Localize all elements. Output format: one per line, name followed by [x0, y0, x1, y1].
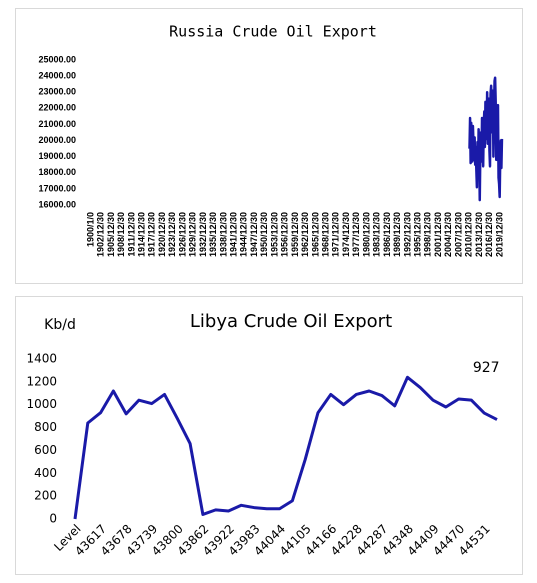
x-tick-label: 2004/12/30 [443, 212, 453, 257]
x-tick-label: 1962/12/30 [300, 212, 310, 257]
x-tick-label: 2013/12/30 [474, 212, 484, 257]
y-axis-label: Kb/d [44, 317, 76, 333]
x-tick-label: 1959/12/30 [290, 212, 300, 257]
x-tick-label: 1905/12/30 [106, 212, 116, 257]
y-tick-label: 19000.00 [38, 151, 76, 161]
x-tick-label: 1986/12/30 [382, 212, 392, 257]
x-tick-label: 1983/12/30 [372, 212, 382, 257]
x-tick-label: 1917/12/30 [147, 212, 157, 257]
y-tick-label: 1000 [26, 397, 57, 411]
x-tick-label: 1926/12/30 [177, 212, 187, 257]
x-tick-label: 1920/12/30 [157, 212, 167, 257]
x-tick-label: 1995/12/30 [412, 212, 422, 257]
x-tick-label: 1956/12/30 [280, 212, 290, 257]
y-tick-label: 400 [34, 466, 57, 480]
x-tick-label: 1902/12/30 [96, 212, 106, 257]
x-tick-label: 2019/12/30 [494, 212, 504, 257]
x-tick-label: 1935/12/30 [208, 212, 218, 257]
y-tick-label: 24000.00 [38, 70, 76, 80]
x-tick-label: 1974/12/30 [341, 212, 351, 257]
y-tick-label: 18000.00 [38, 167, 76, 177]
x-tick-label: 2010/12/30 [464, 212, 474, 257]
x-tick-label: 1900/1/0 [85, 212, 95, 247]
x-tick-label: 2007/12/30 [453, 212, 463, 257]
x-tick-label: 1911/12/30 [126, 212, 136, 257]
y-tick-label: 1200 [26, 374, 57, 388]
y-tick-label: 16000.00 [38, 199, 76, 209]
x-tick-label: 1971/12/30 [331, 212, 341, 257]
x-tick-label: 1908/12/30 [116, 212, 126, 257]
x-tick-label: 1914/12/30 [136, 212, 146, 257]
x-tick-label: 1965/12/30 [310, 212, 320, 257]
data-label: 927 [473, 360, 500, 376]
chart-frame [15, 296, 523, 575]
x-tick-label: 1977/12/30 [351, 212, 361, 257]
x-tick-label: 1953/12/30 [269, 212, 279, 257]
y-tick-label: 0 [49, 512, 57, 526]
x-tick-label: 1968/12/30 [320, 212, 330, 257]
x-tick-label: 1938/12/30 [218, 212, 228, 257]
chart-frame [15, 8, 523, 284]
x-tick-label: 1950/12/30 [259, 212, 269, 257]
x-tick-label: 1989/12/30 [392, 212, 402, 257]
y-tick-label: 200 [34, 489, 57, 503]
x-tick-label: 1992/12/30 [402, 212, 412, 257]
x-tick-label: 1947/12/30 [249, 212, 259, 257]
x-tick-label: 1980/12/30 [361, 212, 371, 257]
x-tick-label: 2001/12/30 [433, 212, 443, 257]
y-tick-label: 23000.00 [38, 87, 76, 97]
x-tick-label: 1929/12/30 [188, 212, 198, 257]
y-tick-label: 800 [34, 420, 57, 434]
x-tick-label: 1923/12/30 [167, 212, 177, 257]
y-tick-label: 22000.00 [38, 103, 76, 113]
x-tick-label: 1941/12/30 [228, 212, 238, 257]
y-tick-label: 1400 [26, 352, 57, 366]
y-tick-label: 25000.00 [38, 54, 76, 64]
chart-title: Russia Crude Oil Export [169, 23, 377, 41]
data-line [73, 375, 498, 520]
x-tick-label: 1944/12/30 [239, 212, 249, 257]
x-tick-label: 1998/12/30 [423, 212, 433, 257]
y-tick-label: 600 [34, 443, 57, 457]
y-tick-label: 17000.00 [38, 183, 76, 193]
y-tick-label: 20000.00 [38, 135, 76, 145]
y-tick-label: 21000.00 [38, 119, 76, 129]
x-tick-label: 2016/12/30 [484, 212, 494, 257]
x-tick-label: 1932/12/30 [198, 212, 208, 257]
chart-title: Libya Crude Oil Export [190, 311, 392, 332]
data-line [468, 76, 504, 202]
